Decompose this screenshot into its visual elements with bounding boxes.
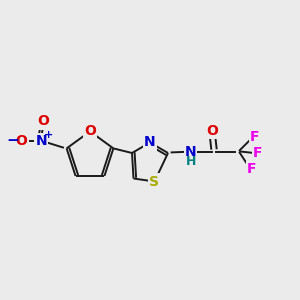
Text: F: F (247, 162, 256, 176)
Text: O: O (38, 114, 50, 128)
Text: O: O (84, 124, 96, 138)
Text: F: F (253, 146, 262, 160)
Text: +: + (44, 130, 53, 140)
Text: O: O (206, 124, 218, 138)
Text: N: N (185, 145, 196, 158)
Text: N: N (35, 134, 47, 148)
Text: −: − (7, 133, 20, 148)
Text: S: S (149, 175, 160, 188)
Text: F: F (250, 130, 260, 144)
Text: N: N (144, 136, 156, 149)
Text: H: H (186, 154, 197, 168)
Text: O: O (16, 134, 28, 148)
